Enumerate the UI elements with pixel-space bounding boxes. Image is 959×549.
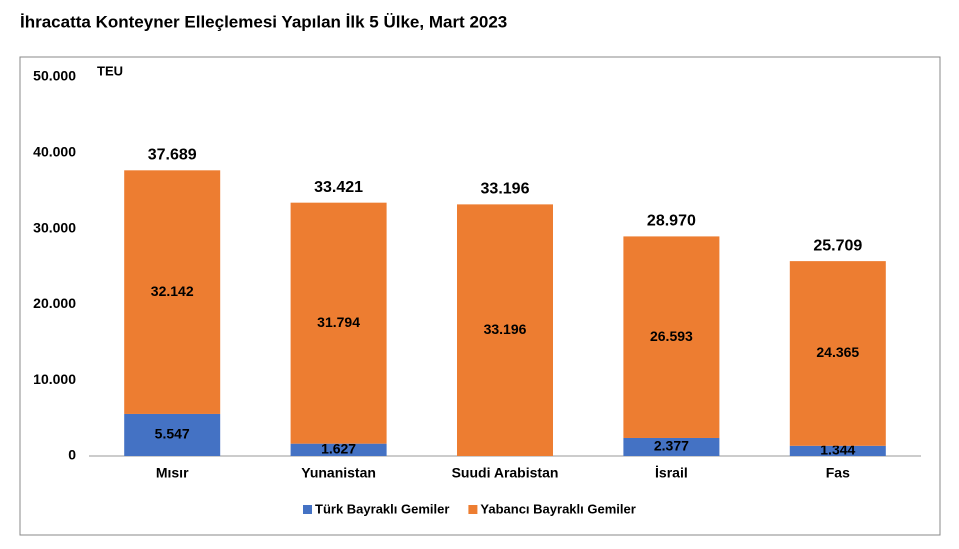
bar-segment: [290, 202, 387, 444]
total-label: 25.709: [813, 237, 862, 254]
legend-label: Türk Bayraklı Gemiler: [315, 501, 449, 516]
data-label: 2.377: [654, 438, 689, 454]
y-tick-label: 50.000: [33, 68, 76, 84]
bar-segment: [124, 170, 221, 414]
bar-segment: [124, 413, 221, 456]
x-tick-label: Fas: [826, 465, 850, 481]
y-tick-label: 30.000: [33, 219, 76, 235]
x-tick-label: İsrail: [655, 465, 688, 481]
data-label: 32.142: [151, 283, 194, 299]
bar-segment: [789, 445, 886, 456]
bar-segment: [290, 443, 387, 456]
data-label: 33.196: [484, 321, 527, 337]
total-label: 37.689: [148, 147, 197, 164]
legend-swatch: [303, 505, 312, 514]
total-label: 28.970: [647, 213, 696, 230]
y-tick-label: 0: [68, 447, 76, 463]
bar-segment: [789, 261, 886, 446]
chart-title: İhracatta Konteyner Elleçlemesi Yapılan …: [20, 12, 507, 31]
x-tick-label: Mısır: [156, 465, 189, 481]
x-tick-label: Suudi Arabistan: [452, 465, 559, 481]
y-tick-label: 10.000: [33, 371, 76, 387]
bar-segment: [623, 437, 720, 456]
y-tick-label: 20.000: [33, 295, 76, 311]
total-label: 33.196: [481, 181, 530, 198]
data-label: 26.593: [650, 328, 693, 344]
y-axis-label: TEU: [97, 63, 123, 78]
x-tick-label: Yunanistan: [301, 465, 376, 481]
chart-frame: [19, 56, 941, 536]
data-label: 1.627: [321, 441, 356, 457]
data-label: 31.794: [317, 314, 360, 330]
bar-segment: [623, 236, 720, 438]
total-label: 33.421: [314, 179, 363, 196]
legend-label: Yabancı Bayraklı Gemiler: [480, 501, 635, 516]
data-label: 5.547: [155, 426, 190, 442]
y-tick-label: 40.000: [33, 144, 76, 160]
data-label: 24.365: [816, 344, 859, 360]
legend-swatch: [468, 505, 478, 514]
bar-segment: [457, 204, 553, 456]
